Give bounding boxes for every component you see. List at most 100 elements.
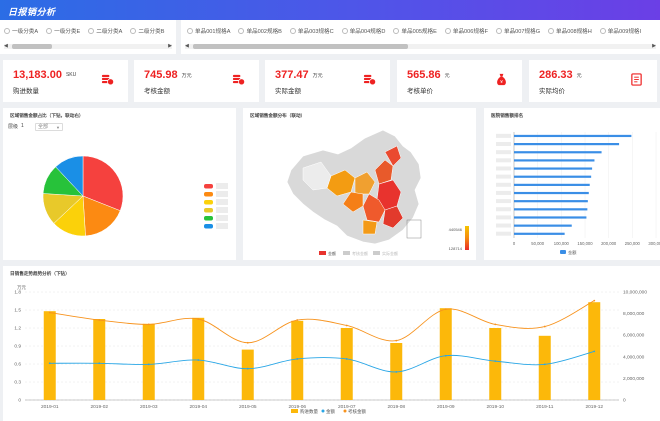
legend-swatch[interactable] xyxy=(560,250,566,254)
filter-option[interactable]: 单品001规格A xyxy=(187,27,230,35)
quantity-bar[interactable] xyxy=(291,320,304,400)
legend-label[interactable]: 实际金额 xyxy=(382,250,398,256)
map-province[interactable] xyxy=(342,191,364,213)
map-province[interactable] xyxy=(382,205,404,229)
legend-label[interactable]: 金额 xyxy=(568,249,577,256)
filter-option[interactable]: 单品007规格G xyxy=(495,27,540,35)
scroll-left-icon[interactable]: ◀ xyxy=(4,43,8,49)
legend-swatch[interactable] xyxy=(373,251,380,255)
legend-swatch[interactable] xyxy=(204,208,213,213)
assessed-amount-point[interactable] xyxy=(543,325,546,328)
radio-icon[interactable] xyxy=(4,28,10,34)
quantity-bar[interactable] xyxy=(340,328,353,400)
horizontal-scrollbar[interactable]: ◀ ▶ xyxy=(185,43,656,49)
radio-icon[interactable] xyxy=(187,28,193,34)
hospital-bar[interactable] xyxy=(514,175,592,178)
filter-option[interactable]: 一级分类E xyxy=(46,27,80,35)
amount-point[interactable] xyxy=(296,358,299,360)
map-province[interactable] xyxy=(302,161,332,191)
hospital-bar[interactable] xyxy=(514,200,588,203)
hospital-bar[interactable] xyxy=(514,159,595,162)
assessed-amount-point[interactable] xyxy=(246,341,249,344)
quantity-bar[interactable] xyxy=(538,335,551,400)
hospital-bar-chart[interactable]: 0 50,000 100,000 150,000 200,000 250,000 300,0… xyxy=(484,108,660,260)
assessed-amount-point[interactable] xyxy=(48,311,51,314)
hospital-bar[interactable] xyxy=(514,232,565,235)
filter-option[interactable]: 单品006规格F xyxy=(444,27,488,35)
region-select[interactable]: 全部 ▼ xyxy=(35,123,63,131)
hospital-bar[interactable] xyxy=(514,208,588,211)
assessed-amount-point[interactable] xyxy=(147,323,150,326)
assessed-amount-point[interactable] xyxy=(197,318,200,320)
legend-swatch[interactable] xyxy=(204,224,213,229)
amount-point[interactable] xyxy=(444,354,447,357)
radio-icon[interactable] xyxy=(130,28,137,34)
radio-icon[interactable] xyxy=(289,28,296,34)
legend-swatch[interactable] xyxy=(204,200,213,205)
hospital-bar[interactable] xyxy=(514,143,620,146)
hospital-bar[interactable] xyxy=(514,224,572,227)
legend-label[interactable]: 考核金额 xyxy=(348,408,366,415)
scroll-thumb[interactable] xyxy=(12,44,52,49)
scroll-right-icon[interactable]: ▶ xyxy=(652,43,656,49)
pie-slice[interactable] xyxy=(82,195,121,237)
pie-slice[interactable] xyxy=(82,155,124,212)
visual-map-bar[interactable] xyxy=(465,226,469,250)
map-province[interactable] xyxy=(362,219,378,235)
quantity-bar[interactable] xyxy=(192,317,205,400)
legend-swatch[interactable] xyxy=(343,251,350,255)
filter-option[interactable]: 单品008规格H xyxy=(548,27,592,35)
quantity-bar[interactable] xyxy=(241,349,254,400)
amount-line[interactable] xyxy=(49,350,595,373)
legend-swatch[interactable] xyxy=(204,216,213,221)
filter-option[interactable]: 单品004规格D xyxy=(341,27,385,35)
radio-icon[interactable] xyxy=(444,28,451,34)
amount-point[interactable] xyxy=(147,363,150,366)
filter-option[interactable]: 单品005规格E xyxy=(393,27,437,35)
radio-icon[interactable] xyxy=(393,28,400,34)
radio-icon[interactable] xyxy=(88,28,95,34)
amount-point[interactable] xyxy=(98,362,101,365)
legend-label[interactable]: 购进数量 xyxy=(300,408,318,415)
amount-point[interactable] xyxy=(494,360,497,363)
quantity-bar[interactable] xyxy=(93,319,106,400)
scroll-left-icon[interactable]: ◀ xyxy=(185,43,189,49)
filter-option[interactable]: 单品002规格B xyxy=(238,27,282,35)
assessed-amount-point[interactable] xyxy=(395,339,398,342)
pie-slice[interactable] xyxy=(55,155,84,197)
assessed-amount-point[interactable] xyxy=(444,308,447,311)
filter-option[interactable]: 二级分类B xyxy=(130,27,164,35)
assessed-amount-point[interactable] xyxy=(494,323,497,326)
legend-swatch[interactable] xyxy=(291,409,298,413)
legend-swatch[interactable] xyxy=(204,184,213,189)
quantity-bar[interactable] xyxy=(43,311,56,400)
trend-combo-chart[interactable]: 万元 0 0.3 0.6 0.9 1.2 1.5 1.8 0 2,000,000 4,000,000… xyxy=(3,266,660,421)
legend-label[interactable]: 金额 xyxy=(328,250,336,256)
quantity-bar[interactable] xyxy=(489,328,502,400)
amount-point[interactable] xyxy=(197,359,200,361)
legend-swatch[interactable] xyxy=(204,192,213,197)
filter-option[interactable]: 二级分类A xyxy=(88,27,122,35)
map-province[interactable] xyxy=(384,145,402,167)
map-province[interactable] xyxy=(374,159,394,185)
hospital-bar[interactable] xyxy=(514,151,602,154)
filter-option[interactable]: 单品009规格I xyxy=(599,27,641,35)
hospital-bar[interactable] xyxy=(514,134,632,138)
hospital-bar[interactable] xyxy=(514,183,590,186)
horizontal-scrollbar[interactable]: ◀ ▶ xyxy=(4,43,172,49)
assessed-amount-point[interactable] xyxy=(345,324,348,327)
quantity-bar[interactable] xyxy=(142,323,155,400)
scroll-thumb[interactable] xyxy=(193,44,408,49)
scroll-right-icon[interactable]: ▶ xyxy=(168,43,172,49)
assessed-amount-point[interactable] xyxy=(98,319,101,321)
hospital-bar[interactable] xyxy=(514,167,593,170)
radio-icon[interactable] xyxy=(495,28,502,34)
legend-label[interactable]: 金额 xyxy=(326,408,335,415)
region-pie-chart[interactable] xyxy=(3,108,236,260)
amount-point[interactable] xyxy=(345,358,348,360)
assessed-amount-point[interactable] xyxy=(593,299,596,302)
amount-point[interactable] xyxy=(48,362,51,365)
radio-icon[interactable] xyxy=(341,28,348,34)
radio-icon[interactable] xyxy=(46,28,53,34)
radio-icon[interactable] xyxy=(548,28,555,34)
